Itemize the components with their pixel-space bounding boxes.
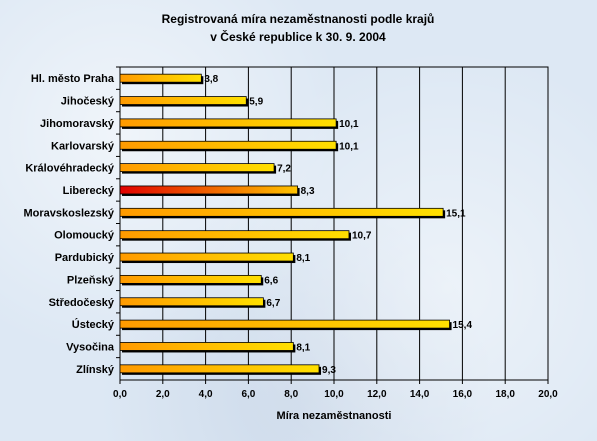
- category-label: Karlovarský: [51, 140, 115, 152]
- data-label: 10,1: [339, 141, 359, 152]
- category-label: Vysočina: [66, 341, 115, 353]
- bar: [119, 118, 337, 128]
- bar: [119, 252, 294, 262]
- data-label: 8,3: [301, 186, 315, 197]
- chart-title-line-2: v České republice k 30. 9. 2004: [210, 29, 386, 44]
- x-tick-label: 18,0: [495, 389, 515, 400]
- category-label: Olomoucký: [54, 230, 115, 242]
- bar: [119, 274, 262, 284]
- data-label: 6,7: [266, 298, 280, 309]
- x-tick-label: 4,0: [199, 389, 213, 400]
- bar: [119, 364, 320, 374]
- bar: [119, 207, 444, 217]
- data-label: 10,7: [352, 231, 372, 242]
- x-tick-label: 2,0: [156, 389, 170, 400]
- bar: [119, 96, 247, 105]
- bar: [119, 140, 337, 150]
- x-tick-label: 6,0: [241, 389, 255, 400]
- category-label: Královéhradecký: [25, 163, 115, 175]
- category-label: Zlínský: [76, 364, 115, 376]
- data-label: 8,1: [296, 253, 310, 264]
- category-label: Hl. město Praha: [31, 73, 115, 85]
- data-label: 3,8: [204, 74, 218, 85]
- data-label: 9,3: [322, 365, 336, 376]
- data-label: 7,2: [277, 164, 291, 175]
- x-tick-label: 14,0: [410, 389, 430, 400]
- category-label: Jihočeský: [61, 96, 115, 108]
- bar: [119, 319, 450, 329]
- category-label: Pardubický: [55, 252, 115, 264]
- plot-area: 0,0 2,0 4,0 6,0 8,0 10,0 12,0 14,0 16,0 18,0 20,0 H…: [24, 66, 558, 400]
- category-label: Ústecký: [72, 318, 115, 331]
- category-label: Jihomoravský: [40, 118, 115, 130]
- bar: [119, 342, 294, 351]
- x-tick-label: 8,0: [284, 389, 298, 400]
- bar: [119, 73, 202, 83]
- bar: [119, 230, 350, 240]
- data-label: 6,6: [264, 275, 278, 286]
- data-label: 5,9: [249, 97, 263, 108]
- x-tick-label: 10,0: [324, 389, 344, 400]
- bar: [119, 297, 264, 307]
- chart-title-line-1: Registrovaná míra nezaměstnanosti podle …: [162, 12, 435, 26]
- bar: [119, 163, 275, 173]
- data-label: 10,1: [339, 119, 359, 130]
- data-label: 15,4: [453, 320, 473, 331]
- category-label: Plzeňský: [67, 274, 115, 286]
- data-label: 15,1: [446, 208, 466, 219]
- x-axis-title: Míra nezaměstnanosti: [277, 410, 392, 422]
- category-label: Moravskoslezský: [24, 207, 115, 219]
- x-tick-label: 12,0: [367, 389, 387, 400]
- x-tick-label: 16,0: [453, 389, 473, 400]
- x-tick-label: 0,0: [113, 389, 127, 400]
- bar: [119, 185, 299, 195]
- data-label: 8,1: [296, 342, 310, 353]
- x-tick-label: 20,0: [538, 389, 558, 400]
- category-label: Liberecký: [63, 185, 115, 197]
- category-label: Středočeský: [49, 297, 115, 309]
